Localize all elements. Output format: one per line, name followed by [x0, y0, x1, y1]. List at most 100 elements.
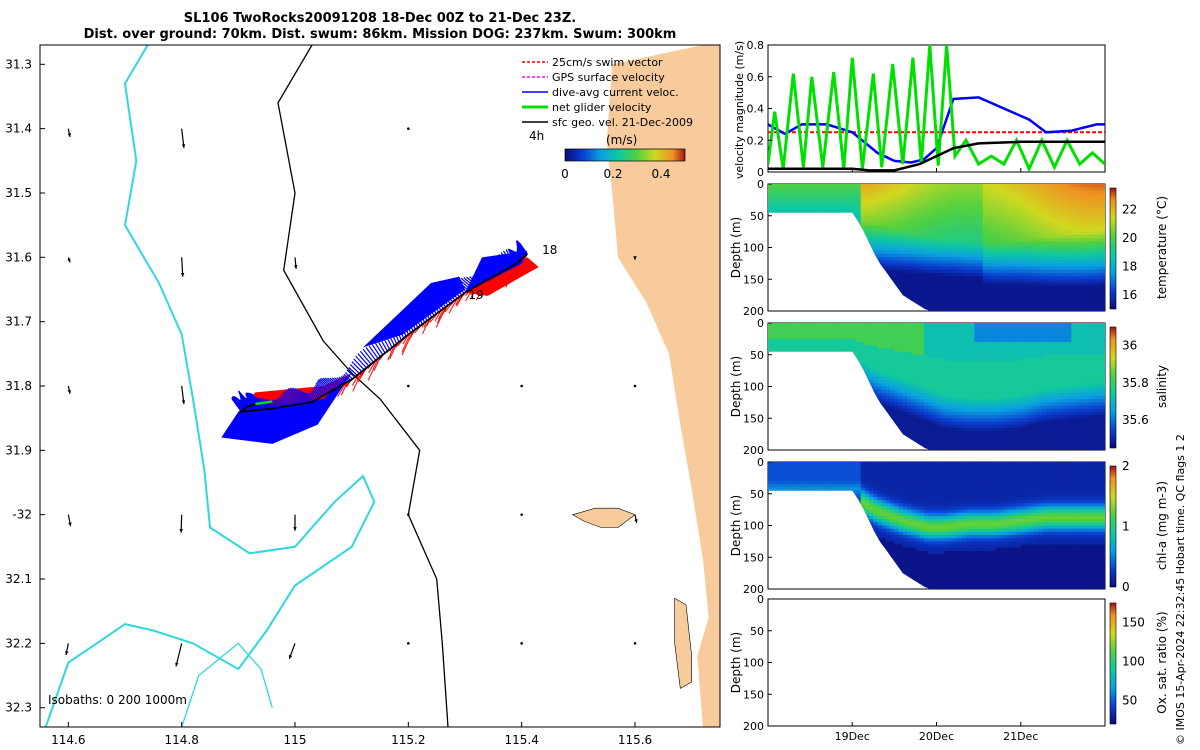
- map-xtick-label: 115.6: [618, 733, 652, 747]
- current-fan-west: [221, 373, 352, 444]
- section-colorbar: [1109, 326, 1117, 449]
- section-ytick-label: 200: [743, 720, 764, 733]
- isobaths-label: Isobaths: 0 200 1000m: [48, 693, 187, 707]
- section-colorbar-label: Ox. sat. ratio (%): [1155, 611, 1169, 713]
- section-xtick-label: 19Dec: [835, 730, 870, 743]
- legend-dive: dive-avg current veloc.: [552, 86, 679, 99]
- map-xtick-label: 115.2: [391, 733, 425, 747]
- map-ytick-label: 31.5: [5, 186, 32, 200]
- map-x-ticks: 114.6 114.8 115 115.2 115.4 115.6: [51, 722, 652, 747]
- map-colorbar-label: (m/s): [606, 133, 637, 147]
- geo-vector: [520, 513, 523, 516]
- geo-vector: [520, 642, 523, 645]
- map-ytick-label: 31.4: [5, 122, 32, 136]
- section-ytick-label: 50: [750, 210, 764, 223]
- day-label: 19: [469, 288, 484, 302]
- legend-net: net glider velocity: [552, 101, 652, 114]
- map-ytick-label: 31.3: [5, 57, 32, 71]
- velocity-ytick-label: 0.4: [747, 103, 765, 116]
- section-colorbar-tick: 2: [1122, 459, 1130, 473]
- island: [674, 597, 693, 689]
- map-ytick-label: -32: [12, 508, 32, 522]
- geo-vector: [294, 257, 298, 269]
- geo-vector: [633, 384, 637, 388]
- geo-vector: [175, 643, 183, 667]
- section-ytick-label: 150: [743, 412, 764, 425]
- velocity-y-ticks: 0 0.2 0.4 0.6 0.8: [747, 39, 772, 179]
- geo-vector: [67, 128, 72, 138]
- swim-fan-east: [465, 257, 539, 296]
- section-colorbar-label: salinity: [1155, 365, 1169, 408]
- map-xtick-label: 115.4: [504, 733, 538, 747]
- velocity-ylabel: velocity magnitude (m/s): [733, 41, 746, 179]
- geostrophic-vectors: [65, 127, 638, 667]
- section-colorbar-tick: 100: [1122, 655, 1145, 669]
- section-ytick-label: 200: [743, 305, 764, 318]
- section-ytick-label: 0: [757, 593, 764, 606]
- section-ytick-label: 50: [750, 488, 764, 501]
- map-colorbar: [564, 148, 686, 162]
- geo-vector: [407, 513, 410, 516]
- title-line-2: Dist. over ground: 70km. Dist. swum: 86k…: [84, 27, 677, 42]
- section-xtick-label: 21Dec: [1003, 730, 1038, 743]
- glider-path: [238, 253, 528, 413]
- geo-vector: [288, 643, 296, 660]
- temperature-section: 0 50 100 150 200 Depth (m) 16 18 20 22 temperature…: [729, 178, 1169, 318]
- velocity-series: [768, 45, 1105, 172]
- isobath-1000m: [181, 642, 273, 727]
- day-label: 18: [542, 243, 557, 257]
- title-line-1: SL106 TwoRocks20091208 18-Dec 00Z to 21-…: [184, 11, 576, 26]
- section-colorbar-label: chl-a (mg m-3): [1155, 481, 1169, 570]
- credit-text: © IMOS 15-Apr-2024 22:32:45 Hobart time.…: [1174, 434, 1187, 745]
- geo-vector: [180, 257, 185, 277]
- map-ytick-label: 32.1: [5, 572, 32, 586]
- current-fan-east: [465, 250, 528, 293]
- geo-vector: [67, 514, 72, 527]
- section-ytick-label: 50: [750, 625, 764, 638]
- section-colorbar-tick: 35.8: [1122, 376, 1149, 390]
- map-xtick-label: 114.8: [164, 733, 198, 747]
- chlorophyll-section: 0 50 100 150 200 Depth (m) 0 1 2 chl-a (mg m-3): [729, 456, 1169, 596]
- glider-track: [221, 240, 539, 444]
- legend-gps: GPS surface velocity: [552, 71, 665, 84]
- map-xtick-label: 115: [284, 733, 307, 747]
- map-ytick-label: 31.6: [5, 250, 32, 264]
- map-y-ticks: 31.3 31.4 31.5 31.6 31.7 31.8 31.9 -32 32.1 32.2 3…: [5, 57, 45, 715]
- velocity-series-dive-avg: [768, 96, 1105, 164]
- section-ytick-label: 200: [743, 444, 764, 457]
- velocity-series-geo: [768, 140, 1105, 172]
- map-ytick-label: 31.7: [5, 315, 32, 329]
- section-colorbar-tick: 0: [1122, 580, 1130, 594]
- islands: [571, 507, 693, 689]
- legend-geo: sfc geo. vel. 21-Dec-2009: [552, 116, 693, 129]
- section-colorbar-label: temperature (°C): [1155, 196, 1169, 299]
- map-legend: 25cm/s swim vector GPS surface velocity …: [522, 56, 693, 181]
- section-colorbar-tick: 35.6: [1122, 413, 1149, 427]
- map-ytick-label: 32.2: [5, 636, 32, 650]
- section-ylabel: Depth (m): [729, 495, 743, 556]
- section-ytick-label: 0: [757, 456, 764, 469]
- salinity-section: 0 50 100 150 200 Depth (m) 35.6 35.8 36 salinity: [729, 317, 1169, 457]
- geo-vector: [181, 128, 186, 149]
- section-ytick-label: 0: [757, 317, 764, 330]
- coastline-land: [606, 45, 720, 727]
- track-map: 114.6 114.8 115 115.2 115.4 115.6 31.331.431.…: [5, 44, 721, 747]
- map-colorbar-tick: 0.4: [651, 167, 670, 181]
- geo-vector: [65, 643, 69, 656]
- section-ytick-label: 100: [743, 657, 764, 670]
- section-ytick-label: 150: [743, 551, 764, 564]
- map-ytick-label: 31.8: [5, 379, 32, 393]
- geo-vector: [407, 127, 410, 130]
- legend-swim: 25cm/s swim vector: [552, 56, 663, 69]
- section-colorbar-tick: 1: [1122, 520, 1130, 534]
- section-ylabel: Depth (m): [729, 356, 743, 417]
- section-ytick-label: 50: [750, 349, 764, 362]
- geo-vector: [633, 642, 637, 645]
- geo-vector: [520, 384, 523, 388]
- geo-vector: [179, 514, 183, 533]
- section-colorbar-tick: 36: [1122, 339, 1137, 353]
- geo-vector: [67, 385, 71, 394]
- velocity-ytick-label: 0.6: [747, 71, 765, 84]
